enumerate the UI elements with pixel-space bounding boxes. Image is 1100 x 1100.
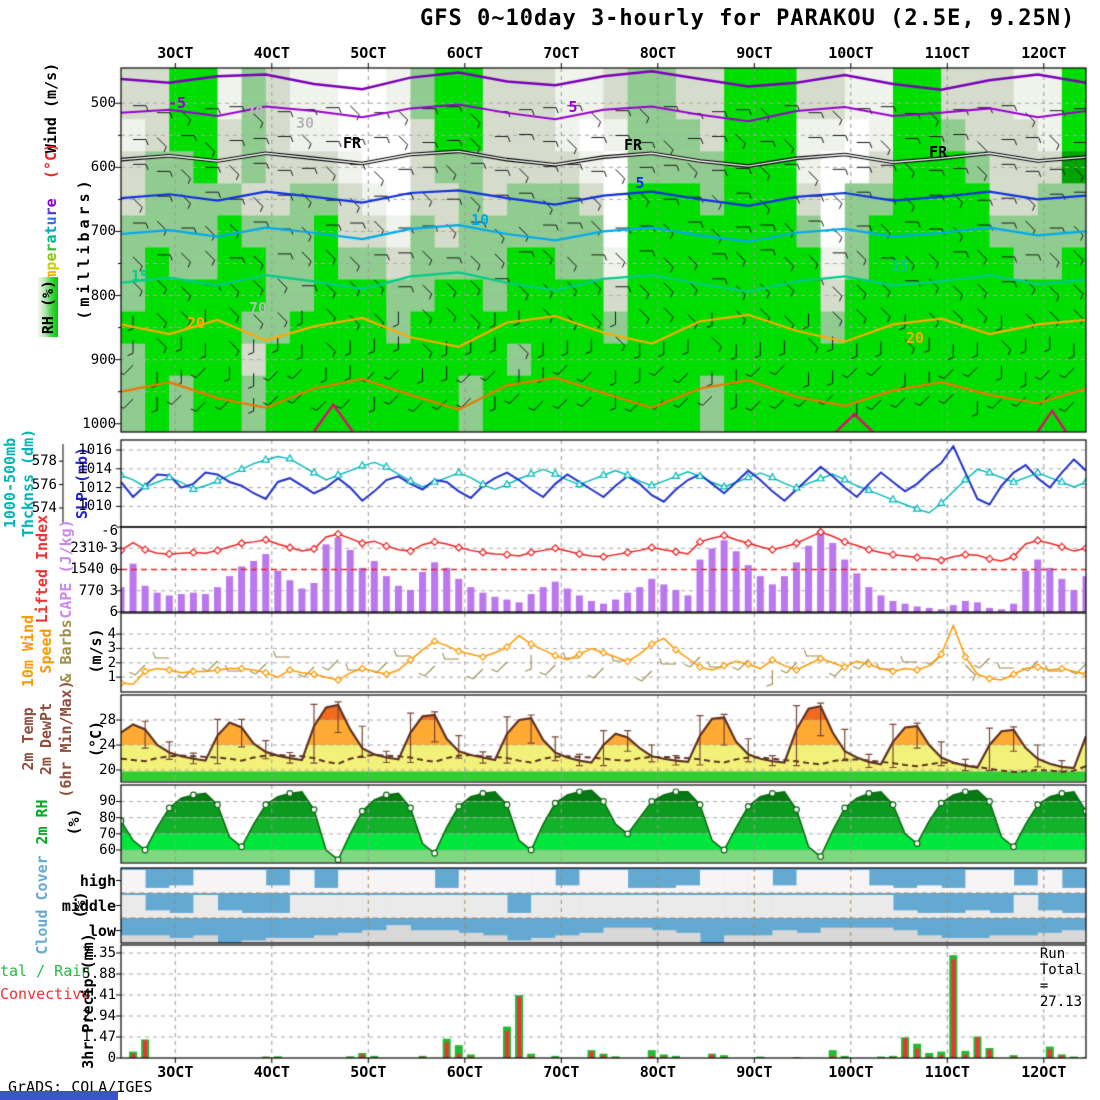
wind10m-axis-label-2: Speed	[37, 628, 55, 674]
grads-logo-bar	[0, 1091, 118, 1100]
x-tick-label-top: 3OCT	[157, 44, 194, 62]
wind10m-barbs-label: & Barbs	[57, 619, 75, 683]
x-tick-label-bottom: 9OCT	[736, 1063, 773, 1081]
x-tick-label-bottom: 5OCT	[350, 1063, 387, 1081]
pressure-tick-label: 1000	[82, 415, 116, 432]
contour-label: 5	[568, 98, 578, 116]
slp-tick-label: 1012	[78, 479, 112, 496]
dewpt2m-axis-label: 2m DewPt	[37, 702, 55, 776]
precip-convective-label: Convective	[0, 985, 91, 1003]
cloud-band-label: high	[79, 871, 116, 890]
lifted-index-tick-label: 6	[109, 603, 118, 620]
rh2m-tick-label: 80	[99, 809, 116, 826]
slp-tick-label: 1010	[78, 498, 112, 515]
wind10m-tick-label: 4	[107, 626, 116, 643]
lifted-index-tick-label: 3	[109, 582, 118, 599]
lifted-index-tick-label: 0	[109, 561, 118, 578]
cloud-band-label: low	[88, 921, 116, 940]
x-tick-label-top: 4OCT	[253, 44, 290, 62]
wind-axis-label: Wind (m/s)	[42, 62, 60, 154]
temp2m-tick-label: 20	[99, 762, 116, 778]
contour-label: 30	[295, 114, 315, 132]
lifted-index-axis-label: Lifted Index	[33, 514, 51, 624]
x-tick-label-top: 9OCT	[736, 44, 773, 62]
thickness-axis-label-1: 1000-500mb	[1, 437, 19, 529]
precip-tick-label: 5.88	[82, 965, 116, 982]
contour-label: 20	[905, 329, 925, 347]
rh2m-unit-label: (%)	[65, 808, 83, 836]
contour-label: 10	[470, 211, 490, 229]
x-tick-label-top: 12OCT	[1021, 44, 1067, 62]
precip-tick-label: 0	[107, 1050, 116, 1066]
contour-label: -5	[167, 94, 187, 112]
contour-label: 15	[130, 267, 150, 285]
contour-label: 15	[890, 257, 910, 275]
lifted-index-tick-label: -6	[101, 523, 118, 539]
pressure-tick-label: 600	[90, 159, 116, 176]
contour-label: 5	[635, 174, 645, 192]
x-tick-label-bottom: 8OCT	[639, 1063, 676, 1081]
x-tick-label-bottom: 11OCT	[924, 1063, 970, 1081]
minmax-axis-label: (6hr Min/Max)	[57, 680, 75, 798]
pressure-tick-label: 500	[90, 95, 116, 112]
precip-tick-label: 1.47	[82, 1028, 116, 1045]
contour-label: FR	[342, 134, 362, 152]
thickness-tick-label: 578	[31, 453, 57, 470]
contour-label: 70	[248, 299, 268, 317]
x-tick-label-top: 10OCT	[828, 44, 874, 62]
wind10m-tick-label: 1	[107, 669, 116, 686]
temp2m-tick-label: 28	[99, 712, 116, 728]
pressure-tick-label: 800	[90, 287, 116, 304]
rh2m-tick-label: 60	[99, 842, 116, 858]
x-tick-label-bottom: 12OCT	[1021, 1063, 1067, 1081]
temp2m-tick-label: 24	[99, 737, 116, 753]
rh2m-tick-label: 70	[99, 825, 116, 842]
precip-tick-label: 7.35	[82, 944, 116, 961]
precip-tick-label: 2.94	[82, 1007, 116, 1024]
cape-tick-label: 2310	[70, 540, 104, 557]
x-tick-label-bottom: 6OCT	[446, 1063, 483, 1081]
run-total-label: Run Total = 27.13	[1039, 946, 1083, 1010]
contour-label: FR	[928, 143, 948, 161]
thickness-tick-label: 574	[31, 500, 57, 516]
cloud-cover-axis-label: Cloud Cover	[33, 855, 51, 955]
slp-tick-label: 1014	[78, 460, 112, 477]
cape-tick-label: 770	[78, 582, 104, 599]
cape-tick-label: 1540	[70, 561, 104, 578]
pressure-tick-label: 900	[90, 351, 116, 368]
x-tick-label-top: 11OCT	[924, 44, 970, 62]
wind10m-tick-label: 3	[107, 640, 116, 657]
x-tick-label-top: 6OCT	[446, 44, 483, 62]
contour-label: 70	[245, 103, 265, 121]
rh2m-axis-label: 2m RH	[33, 799, 51, 845]
wind10m-tick-label: 2	[107, 654, 116, 671]
temperature-unit-label: (°C)	[42, 142, 60, 180]
lifted-index-tick-label: -3	[101, 540, 118, 557]
precip-tick-label: 4.41	[82, 986, 116, 1003]
slp-tick-label: 1016	[78, 442, 112, 458]
thickness-tick-label: 576	[31, 476, 57, 493]
wind10m-unit-label: (m/s)	[87, 628, 105, 674]
contour-label: 20	[186, 314, 206, 332]
contour-label: FR	[623, 136, 643, 154]
precip-total-label: tal / Rain	[0, 962, 91, 980]
x-tick-label-bottom: 10OCT	[828, 1063, 874, 1081]
cloud-band-label: middle	[61, 896, 116, 915]
rh2m-tick-label: 90	[99, 793, 116, 810]
page-title: GFS 0~10day 3-hourly for PARAKOU (2.5E, …	[420, 6, 1076, 31]
temp2m-axis-label: 2m Temp	[19, 707, 37, 771]
x-tick-label-bottom: 4OCT	[253, 1063, 290, 1081]
x-tick-label-bottom: 3OCT	[157, 1063, 194, 1081]
pressure-tick-label: 700	[90, 223, 116, 240]
x-tick-label-top: 5OCT	[350, 44, 387, 62]
x-tick-label-bottom: 7OCT	[543, 1063, 580, 1081]
x-tick-label-top: 8OCT	[639, 44, 676, 62]
wind10m-axis-label-1: 10m Wind	[19, 614, 37, 688]
rh-axis-label: RH (%)	[38, 276, 58, 338]
x-tick-label-top: 7OCT	[543, 44, 580, 62]
